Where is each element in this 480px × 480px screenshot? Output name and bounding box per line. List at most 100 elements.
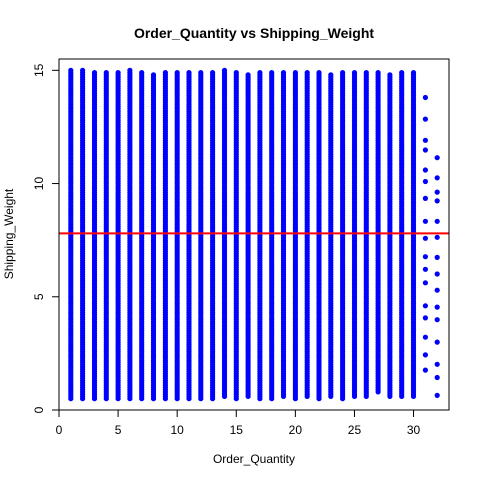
point-column-21 bbox=[304, 70, 310, 399]
data-point bbox=[434, 234, 440, 240]
point-column-14 bbox=[221, 67, 228, 399]
y-tick-label-10: 10 bbox=[32, 177, 46, 191]
point-column-22 bbox=[316, 70, 322, 402]
point-column-23 bbox=[328, 72, 334, 399]
data-point bbox=[434, 198, 440, 204]
chart-title: Order_Quantity vs Shipping_Weight bbox=[134, 25, 374, 41]
x-tick-label-30: 30 bbox=[407, 423, 421, 437]
x-tick-label-10: 10 bbox=[171, 423, 185, 437]
y-tick-label-0: 0 bbox=[32, 406, 46, 413]
point-column-15 bbox=[233, 70, 239, 402]
point-column-3 bbox=[91, 70, 98, 402]
y-axis-label: Shipping_Weight bbox=[2, 188, 16, 279]
data-point bbox=[127, 67, 133, 73]
data-point bbox=[422, 367, 428, 373]
data-point bbox=[422, 167, 428, 173]
data-point bbox=[434, 339, 440, 345]
point-column-9 bbox=[162, 70, 168, 402]
data-point bbox=[91, 70, 98, 76]
data-point bbox=[422, 137, 428, 143]
data-point bbox=[245, 72, 251, 78]
data-point bbox=[422, 218, 428, 224]
data-point bbox=[434, 304, 440, 310]
data-point bbox=[162, 70, 168, 76]
data-point bbox=[434, 189, 440, 195]
point-column-27 bbox=[375, 70, 381, 395]
data-point bbox=[422, 235, 428, 241]
data-point bbox=[422, 352, 428, 358]
data-point bbox=[316, 70, 322, 76]
x-tick-label-15: 15 bbox=[230, 423, 244, 437]
x-tick-label-25: 25 bbox=[348, 423, 362, 437]
data-point bbox=[233, 70, 239, 76]
y-tick-label-15: 15 bbox=[32, 63, 46, 77]
point-column-19 bbox=[280, 70, 287, 399]
point-column-29 bbox=[399, 70, 405, 399]
point-column-12 bbox=[198, 70, 204, 402]
data-point bbox=[422, 280, 428, 286]
y-axis: 0 5 10 15 bbox=[32, 63, 60, 413]
point-column-18 bbox=[269, 70, 275, 402]
data-point bbox=[280, 70, 287, 76]
data-point bbox=[328, 72, 334, 78]
x-tick-label-0: 0 bbox=[56, 423, 63, 437]
x-tick-label-20: 20 bbox=[289, 423, 303, 437]
data-point bbox=[422, 254, 428, 260]
point-column-25 bbox=[351, 70, 358, 399]
data-point bbox=[150, 72, 157, 78]
data-point bbox=[304, 70, 310, 76]
data-point bbox=[422, 116, 428, 122]
data-point bbox=[422, 147, 428, 153]
data-point bbox=[434, 374, 440, 381]
data-point bbox=[387, 72, 393, 78]
data-point bbox=[292, 70, 298, 76]
data-point bbox=[210, 70, 216, 76]
x-axis: 0 5 10 15 20 25 30 bbox=[56, 409, 421, 437]
data-point bbox=[422, 94, 428, 101]
data-point bbox=[422, 195, 428, 201]
point-column-24 bbox=[340, 70, 346, 402]
data-point bbox=[422, 178, 428, 185]
point-column-6 bbox=[127, 67, 133, 402]
x-axis-label: Order_Quantity bbox=[213, 452, 295, 466]
data-point bbox=[422, 266, 428, 272]
data-point bbox=[139, 70, 145, 76]
data-point bbox=[115, 70, 121, 76]
data-point bbox=[174, 70, 180, 76]
data-point bbox=[422, 303, 428, 309]
data-point bbox=[375, 70, 381, 76]
data-point bbox=[198, 70, 204, 76]
data-point bbox=[269, 70, 275, 76]
data-point bbox=[257, 70, 263, 76]
point-column-11 bbox=[186, 70, 192, 402]
data-point bbox=[422, 315, 428, 321]
data-point bbox=[434, 155, 440, 161]
x-tick-label-5: 5 bbox=[115, 423, 122, 437]
point-column-31 bbox=[422, 94, 428, 373]
data-point bbox=[434, 287, 440, 293]
point-column-13 bbox=[210, 70, 216, 402]
data-point bbox=[399, 70, 405, 76]
point-column-10 bbox=[174, 70, 180, 402]
point-column-8 bbox=[150, 72, 157, 402]
point-column-32 bbox=[434, 155, 440, 398]
data-point bbox=[434, 175, 440, 181]
point-column-26 bbox=[363, 70, 369, 399]
data-point bbox=[340, 70, 346, 76]
data-point bbox=[434, 317, 440, 323]
point-column-2 bbox=[80, 67, 86, 402]
point-column-16 bbox=[245, 72, 251, 399]
point-column-20 bbox=[292, 70, 298, 402]
data-point bbox=[363, 70, 369, 76]
point-column-1 bbox=[68, 67, 74, 402]
data-point bbox=[434, 254, 440, 260]
data-point bbox=[68, 67, 74, 73]
data-point bbox=[434, 361, 440, 367]
data-point bbox=[410, 70, 417, 76]
point-column-4 bbox=[103, 70, 109, 402]
point-column-5 bbox=[115, 70, 121, 402]
data-point bbox=[434, 392, 440, 398]
data-point bbox=[186, 70, 192, 76]
data-point bbox=[434, 271, 440, 277]
